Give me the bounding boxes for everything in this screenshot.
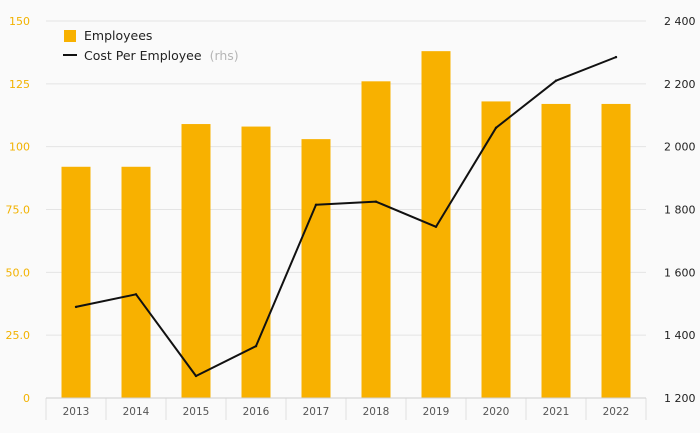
point-cost-per-employee-2020 bbox=[494, 126, 498, 130]
y-left-tick-label: 100 bbox=[9, 141, 30, 154]
bar-employees-2021 bbox=[541, 103, 571, 398]
legend-label-employees: Employees bbox=[84, 28, 152, 43]
y-left-tick-label: 150 bbox=[9, 15, 30, 28]
x-tick-label: 2017 bbox=[303, 406, 330, 418]
x-tick-label: 2020 bbox=[483, 406, 510, 418]
point-cost-per-employee-2021 bbox=[554, 79, 558, 82]
bar-employees-2014 bbox=[121, 166, 151, 398]
legend: Employees Cost Per Employee (rhs) bbox=[63, 28, 239, 63]
point-cost-per-employee-2015 bbox=[194, 374, 198, 378]
bar-employees-2013 bbox=[61, 166, 91, 398]
point-cost-per-employee-2014 bbox=[134, 293, 138, 296]
bar-series-employees bbox=[61, 51, 631, 399]
point-cost-per-employee-2018 bbox=[374, 200, 378, 203]
point-cost-per-employee-2016 bbox=[254, 344, 258, 348]
y-right-tick-label: 2 200 bbox=[664, 78, 696, 91]
y-right-tick-label: 1 600 bbox=[664, 266, 696, 279]
line-series-cost-per-employee bbox=[74, 55, 618, 378]
legend-swatch-employees bbox=[64, 30, 76, 42]
point-cost-per-employee-2019 bbox=[434, 225, 438, 228]
x-tick-label: 2013 bbox=[63, 406, 90, 418]
bar-employees-2022 bbox=[601, 103, 631, 398]
x-tick-label: 2014 bbox=[123, 406, 150, 418]
x-tick-label: 2015 bbox=[183, 406, 210, 418]
legend-label-cost-per-employee-name: Cost Per Employee bbox=[84, 48, 202, 63]
y-right-tick-label: 1 800 bbox=[664, 204, 696, 217]
y-left-tick-label: 0 bbox=[23, 392, 30, 405]
y-left-tick-label: 75.0 bbox=[6, 204, 31, 217]
y-left-tick-label: 50.0 bbox=[6, 266, 31, 279]
y-right-tick-label: 1 400 bbox=[664, 329, 696, 342]
y-right-tick-label: 1 200 bbox=[664, 392, 696, 405]
bar-employees-2016 bbox=[241, 126, 271, 398]
y-left-tick-label: 125 bbox=[9, 78, 30, 91]
bar-employees-2017 bbox=[301, 139, 331, 399]
bar-employees-2015 bbox=[181, 124, 211, 399]
y-right-tick-label: 2 400 bbox=[664, 15, 696, 28]
bar-employees-2019 bbox=[421, 51, 451, 398]
bar-employees-2020 bbox=[481, 101, 511, 398]
point-cost-per-employee-2022 bbox=[614, 55, 618, 59]
line-cost-per-employee bbox=[75, 56, 617, 378]
y-left-tick-label: 25.0 bbox=[6, 329, 31, 342]
x-tick-label: 2018 bbox=[363, 406, 390, 418]
x-tick-label: 2021 bbox=[543, 406, 570, 418]
legend-label-rhs-note: (rhs) bbox=[210, 48, 239, 63]
bar-employees-2018 bbox=[361, 81, 391, 398]
point-cost-per-employee-2017 bbox=[314, 203, 318, 206]
legend-label-cost-per-employee: Cost Per Employee (rhs) bbox=[84, 48, 239, 63]
x-tick-label: 2022 bbox=[603, 406, 630, 418]
axes: 0 25.0 50.0 75.0 100 125 150 1 200 1 400 1 600 1 8… bbox=[6, 15, 696, 420]
x-tick-label: 2016 bbox=[243, 406, 270, 418]
point-cost-per-employee-2013 bbox=[74, 305, 78, 309]
y-right-tick-label: 2 000 bbox=[664, 141, 696, 154]
x-tick-label: 2019 bbox=[423, 406, 450, 418]
